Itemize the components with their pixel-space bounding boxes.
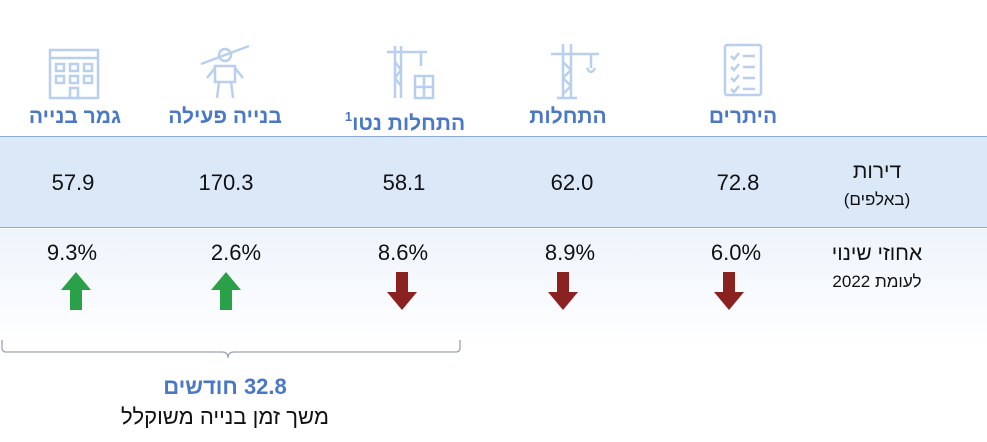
change-permits: 6.0% xyxy=(710,240,762,265)
value-active-construction: 170.3 xyxy=(198,170,254,195)
row-sublabel-vs-2022: לעומת 2022 xyxy=(832,272,922,291)
column-title-net-starts: התחלות נטו1 xyxy=(344,109,466,135)
change-starts: 8.9% xyxy=(544,240,596,265)
tower-crane-icon xyxy=(543,40,603,100)
change-row-background xyxy=(0,229,987,349)
column-title-active-construction: בנייה פעילה xyxy=(168,105,282,128)
row-sublabel-thousands: (באלפים) xyxy=(843,190,911,209)
value-completed: 57.9 xyxy=(51,170,95,195)
arrow-down-icon xyxy=(548,272,578,310)
weighted-duration-value: 32.8 חודשים xyxy=(163,374,287,399)
arrow-down-icon xyxy=(714,272,744,310)
change-completed: 9.3% xyxy=(46,240,98,265)
row-label-apartments: דירות xyxy=(852,160,902,183)
change-net-starts: 8.6% xyxy=(377,240,429,265)
column-title-completed: גמר בנייה xyxy=(28,105,122,128)
column-title-starts: התחלות xyxy=(529,105,607,128)
value-net-starts: 58.1 xyxy=(382,170,426,195)
value-starts: 62.0 xyxy=(550,170,594,195)
value-permits: 72.8 xyxy=(716,170,760,195)
building-icon xyxy=(44,40,104,100)
arrow-up-icon xyxy=(61,272,91,310)
checklist-icon xyxy=(713,40,773,100)
arrow-up-icon xyxy=(211,272,241,310)
footnote-marker: 1 xyxy=(344,109,353,124)
values-row-band xyxy=(0,136,987,228)
change-active-construction: 2.6% xyxy=(210,240,262,265)
construction-worker-icon xyxy=(195,40,255,100)
construction-site-icon xyxy=(383,42,443,102)
duration-bracket xyxy=(0,336,470,376)
column-title-permits: היתרים xyxy=(708,105,778,128)
arrow-down-icon xyxy=(387,272,417,310)
row-label-percent-change: אחוזי שינוי xyxy=(831,242,923,265)
weighted-duration-caption: משך זמן בנייה משוקלל xyxy=(121,404,329,429)
